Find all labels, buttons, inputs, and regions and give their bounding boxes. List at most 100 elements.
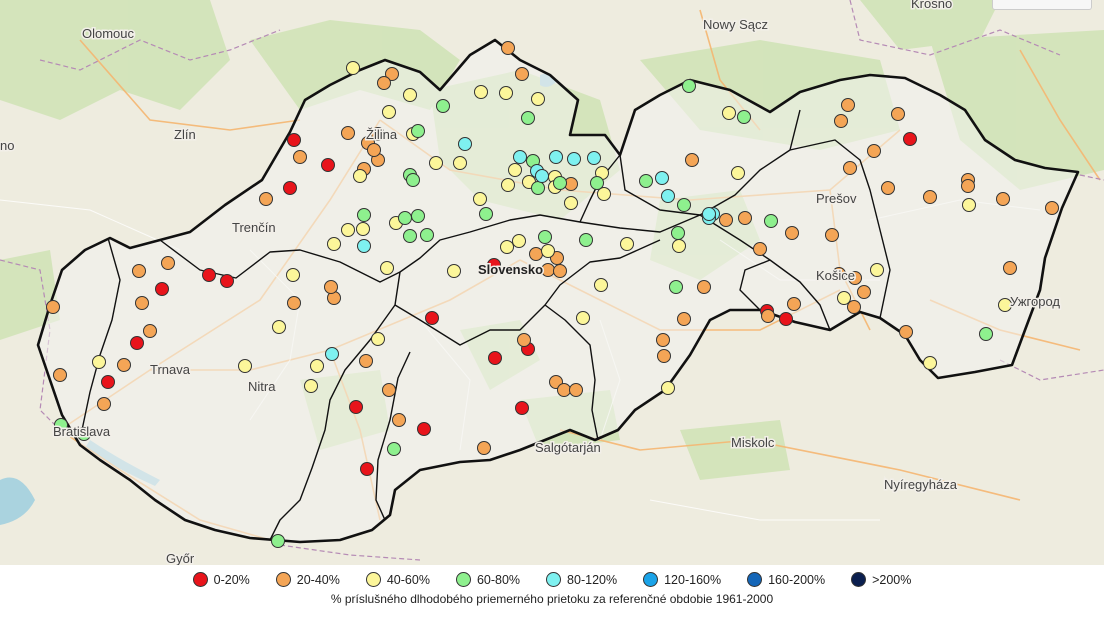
station-marker[interactable] <box>349 400 363 414</box>
station-marker[interactable] <box>97 397 111 411</box>
station-marker[interactable] <box>597 187 611 201</box>
station-marker[interactable] <box>143 324 157 338</box>
station-marker[interactable] <box>764 214 778 228</box>
station-marker[interactable] <box>656 333 670 347</box>
station-marker[interactable] <box>101 375 115 389</box>
station-marker[interactable] <box>579 233 593 247</box>
station-marker[interactable] <box>553 176 567 190</box>
station-marker[interactable] <box>346 61 360 75</box>
station-marker[interactable] <box>671 226 685 240</box>
station-marker[interactable] <box>702 207 716 221</box>
station-marker[interactable] <box>923 190 937 204</box>
station-marker[interactable] <box>557 383 571 397</box>
station-marker[interactable] <box>382 105 396 119</box>
station-marker[interactable] <box>341 223 355 237</box>
station-marker[interactable] <box>324 280 338 294</box>
station-marker[interactable] <box>531 92 545 106</box>
station-marker[interactable] <box>499 86 513 100</box>
station-marker[interactable] <box>620 237 634 251</box>
station-marker[interactable] <box>834 114 848 128</box>
station-marker[interactable] <box>513 150 527 164</box>
station-marker[interactable] <box>436 99 450 113</box>
station-marker[interactable] <box>697 280 711 294</box>
station-marker[interactable] <box>961 179 975 193</box>
station-marker[interactable] <box>738 211 752 225</box>
station-marker[interactable] <box>477 441 491 455</box>
station-marker[interactable] <box>594 278 608 292</box>
station-marker[interactable] <box>321 158 335 172</box>
map-canvas[interactable]: Olomouc Zlín Žilina Trenčín Trnava Nitra… <box>0 0 1104 565</box>
station-marker[interactable] <box>501 41 515 55</box>
station-marker[interactable] <box>380 261 394 275</box>
map-control-button[interactable] <box>992 0 1092 10</box>
station-marker[interactable] <box>590 176 604 190</box>
station-marker[interactable] <box>417 422 431 436</box>
station-marker[interactable] <box>411 209 425 223</box>
station-marker[interactable] <box>406 173 420 187</box>
station-marker[interactable] <box>521 111 535 125</box>
station-marker[interactable] <box>155 282 169 296</box>
station-marker[interactable] <box>515 67 529 81</box>
station-marker[interactable] <box>737 110 751 124</box>
station-marker[interactable] <box>903 132 917 146</box>
station-marker[interactable] <box>283 181 297 195</box>
station-marker[interactable] <box>238 359 252 373</box>
station-marker[interactable] <box>360 462 374 476</box>
station-marker[interactable] <box>553 264 567 278</box>
station-marker[interactable] <box>512 234 526 248</box>
station-marker[interactable] <box>541 263 555 277</box>
station-marker[interactable] <box>848 271 862 285</box>
station-marker[interactable] <box>377 76 391 90</box>
station-marker[interactable] <box>881 181 895 195</box>
station-marker[interactable] <box>569 383 583 397</box>
station-marker[interactable] <box>564 196 578 210</box>
station-marker[interactable] <box>77 427 91 441</box>
station-marker[interactable] <box>531 181 545 195</box>
station-marker[interactable] <box>508 163 522 177</box>
station-marker[interactable] <box>487 258 501 272</box>
station-marker[interactable] <box>382 383 396 397</box>
station-marker[interactable] <box>474 85 488 99</box>
station-marker[interactable] <box>870 263 884 277</box>
station-marker[interactable] <box>287 133 301 147</box>
station-marker[interactable] <box>135 296 149 310</box>
station-marker[interactable] <box>310 359 324 373</box>
station-marker[interactable] <box>682 79 696 93</box>
station-marker[interactable] <box>535 169 549 183</box>
station-marker[interactable] <box>287 296 301 310</box>
station-marker[interactable] <box>923 356 937 370</box>
station-marker[interactable] <box>132 264 146 278</box>
station-marker[interactable] <box>731 166 745 180</box>
station-marker[interactable] <box>639 174 653 188</box>
station-marker[interactable] <box>538 230 552 244</box>
station-marker[interactable] <box>458 137 472 151</box>
station-marker[interactable] <box>398 211 412 225</box>
station-marker[interactable] <box>420 228 434 242</box>
station-marker[interactable] <box>392 413 406 427</box>
station-marker[interactable] <box>411 124 425 138</box>
station-marker[interactable] <box>549 150 563 164</box>
station-marker[interactable] <box>843 161 857 175</box>
station-marker[interactable] <box>567 152 581 166</box>
station-marker[interactable] <box>385 67 399 81</box>
station-marker[interactable] <box>357 239 371 253</box>
station-marker[interactable] <box>357 208 371 222</box>
station-marker[interactable] <box>304 379 318 393</box>
station-marker[interactable] <box>501 178 515 192</box>
station-marker[interactable] <box>161 256 175 270</box>
station-marker[interactable] <box>327 237 341 251</box>
station-marker[interactable] <box>272 320 286 334</box>
station-marker[interactable] <box>722 106 736 120</box>
station-marker[interactable] <box>117 358 131 372</box>
station-marker[interactable] <box>259 192 273 206</box>
station-marker[interactable] <box>779 312 793 326</box>
station-marker[interactable] <box>847 300 861 314</box>
station-marker[interactable] <box>661 381 675 395</box>
station-marker[interactable] <box>387 442 401 456</box>
station-marker[interactable] <box>54 418 68 432</box>
station-marker[interactable] <box>996 192 1010 206</box>
station-marker[interactable] <box>356 222 370 236</box>
map[interactable]: Olomouc Zlín Žilina Trenčín Trnava Nitra… <box>0 0 1104 565</box>
station-marker[interactable] <box>785 226 799 240</box>
station-marker[interactable] <box>271 534 285 548</box>
